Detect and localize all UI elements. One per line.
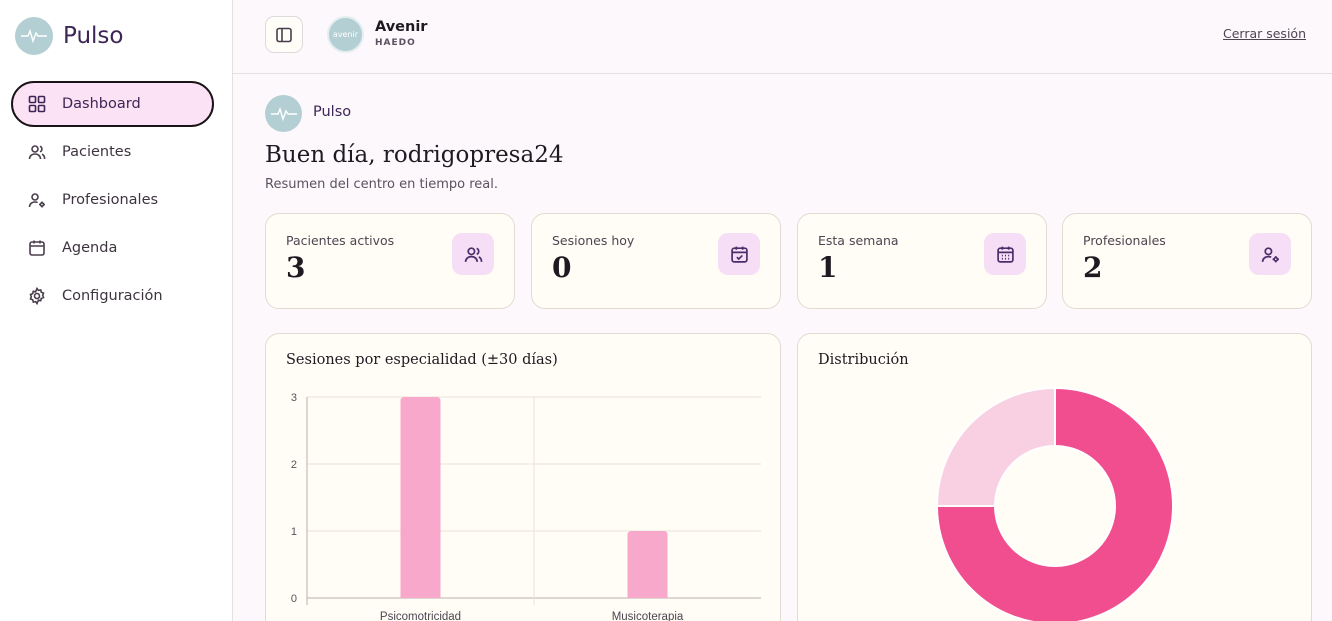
main-brand: Pulso bbox=[313, 104, 352, 120]
brand-name: Pulso bbox=[63, 23, 124, 49]
bar-chart-panel: Sesiones por especialidad (±30 días) 0 1 2… bbox=[265, 333, 781, 621]
donut-chart-panel: Distribución bbox=[797, 333, 1312, 621]
sidebar-item-label: Dashboard bbox=[62, 96, 141, 112]
calendar-icon bbox=[28, 239, 46, 257]
donut-slice[interactable] bbox=[935, 386, 1174, 621]
pulse-logo-icon bbox=[15, 17, 53, 55]
bar[interactable] bbox=[627, 531, 668, 598]
bar[interactable] bbox=[400, 397, 441, 598]
donut-chart bbox=[935, 386, 1174, 621]
sidebar-nav: Dashboard Pacientes Profesionales Agenda… bbox=[11, 81, 214, 321]
org-name: Avenir bbox=[375, 19, 428, 35]
sidebar-item-label: Agenda bbox=[62, 240, 118, 256]
stat-label: Esta semana bbox=[818, 233, 899, 248]
users-icon bbox=[28, 143, 46, 161]
stat-card-sesiones-hoy: Sesiones hoy 0 bbox=[531, 213, 781, 309]
stat-value: 3 bbox=[286, 251, 306, 284]
sidebar-item-profesionales[interactable]: Profesionales bbox=[11, 177, 214, 223]
y-tick-label: 0 bbox=[291, 593, 297, 605]
pulse-logo-icon bbox=[265, 95, 302, 132]
calendar-grid-icon bbox=[984, 233, 1026, 275]
donut-chart-title: Distribución bbox=[818, 352, 909, 368]
stat-card-pacientes: Pacientes activos 3 bbox=[265, 213, 515, 309]
sidebar-item-label: Profesionales bbox=[62, 192, 159, 208]
x-tick-label: Musicoterapia bbox=[612, 611, 684, 621]
sidebar-item-label: Configuración bbox=[62, 288, 163, 304]
brand[interactable]: Pulso bbox=[15, 17, 124, 55]
calendar-check-icon bbox=[718, 233, 760, 275]
stat-value: 2 bbox=[1083, 251, 1103, 284]
y-tick-label: 1 bbox=[291, 526, 297, 538]
sidebar-toggle-button[interactable] bbox=[265, 16, 303, 53]
sidebar-item-agenda[interactable]: Agenda bbox=[11, 225, 214, 271]
stat-label: Profesionales bbox=[1083, 233, 1166, 248]
y-tick-label: 2 bbox=[291, 459, 297, 471]
stat-card-profesionales: Profesionales 2 bbox=[1062, 213, 1312, 309]
panel-left-icon bbox=[276, 27, 292, 42]
y-tick-label: 3 bbox=[291, 392, 297, 404]
users-icon bbox=[452, 233, 494, 275]
sidebar-item-label: Pacientes bbox=[62, 144, 132, 160]
sidebar-item-pacientes[interactable]: Pacientes bbox=[11, 129, 214, 175]
gear-icon bbox=[28, 287, 46, 305]
user-cog-icon bbox=[1249, 233, 1291, 275]
page-subtitle: Resumen del centro en tiempo real. bbox=[265, 177, 498, 192]
page-title: Buen día, rodrigopresa24 bbox=[265, 142, 564, 168]
org-location: HAEDO bbox=[375, 38, 416, 48]
bar-chart: 0 1 2 3 Psicomotricidad Musicoterapia bbox=[291, 392, 761, 621]
sidebar-item-configuracion[interactable]: Configuración bbox=[11, 273, 214, 319]
stat-card-esta-semana: Esta semana 1 bbox=[797, 213, 1047, 309]
grid-icon bbox=[28, 95, 46, 113]
org-logo-text: avenir bbox=[332, 30, 359, 39]
logout-link[interactable]: Cerrar sesión bbox=[1222, 26, 1306, 41]
bar-chart-title: Sesiones por especialidad (±30 días) bbox=[286, 352, 558, 368]
x-tick-label: Psicomotricidad bbox=[380, 611, 461, 621]
stat-label: Pacientes activos bbox=[286, 233, 395, 248]
top-header: avenir Avenir HAEDO Cerrar sesión bbox=[233, 0, 1332, 74]
stat-value: 0 bbox=[552, 251, 572, 284]
sidebar-item-dashboard[interactable]: Dashboard bbox=[11, 81, 214, 127]
sidebar: Pulso Dashboard Pacientes Profesionales … bbox=[0, 0, 233, 621]
org-logo: avenir bbox=[327, 16, 364, 53]
stat-label: Sesiones hoy bbox=[552, 233, 635, 248]
user-cog-icon bbox=[28, 191, 46, 209]
stat-value: 1 bbox=[818, 251, 838, 284]
donut-slice[interactable] bbox=[935, 386, 1056, 507]
